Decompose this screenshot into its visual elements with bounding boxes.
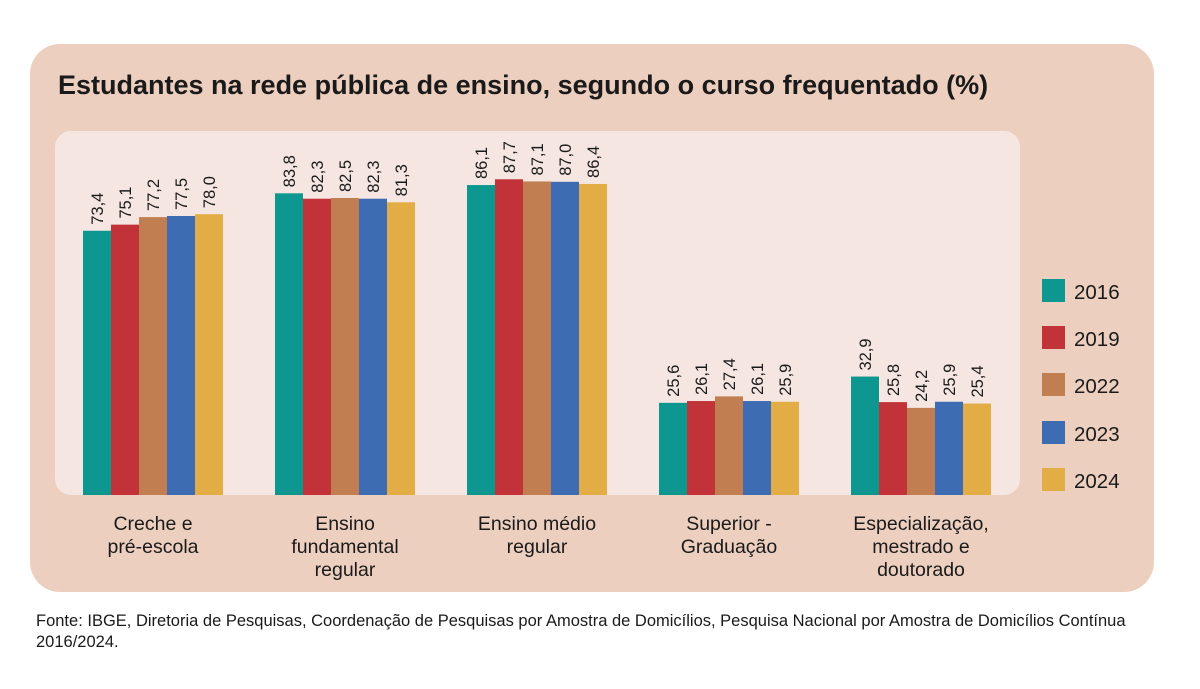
bar-2016-3: [467, 185, 495, 496]
data-label: 87,7: [501, 141, 519, 173]
data-label: 25,9: [777, 364, 795, 396]
bar-2019-4: [687, 401, 715, 495]
bar-2022-5: [907, 407, 935, 495]
bar-2019-5: [879, 402, 907, 495]
chart-title: Estudantes na rede pública de ensino, se…: [58, 70, 989, 100]
category-label: Ensino médio: [478, 513, 596, 535]
data-label: 83,8: [281, 155, 299, 187]
data-label: 86,4: [585, 146, 603, 178]
bar-2016-1: [83, 230, 111, 495]
bar-2023-2: [359, 198, 387, 495]
bar-2023-4: [743, 401, 771, 495]
data-label: 82,3: [309, 161, 327, 193]
bar-2023-3: [551, 181, 579, 496]
data-label: 27,4: [721, 358, 739, 390]
data-label: 26,1: [693, 363, 711, 395]
data-label: 77,5: [173, 178, 191, 210]
legend-swatch-2019: [1042, 326, 1065, 349]
category-label: Ensino: [315, 513, 375, 535]
source-note: Fonte: IBGE, Diretoria de Pesquisas, Coo…: [36, 612, 1126, 651]
bar-2024-5: [963, 403, 991, 495]
data-label: 86,1: [473, 147, 491, 179]
bar-2022-1: [139, 217, 167, 495]
legend-label: 2023: [1074, 423, 1120, 446]
bar-2023-5: [935, 401, 963, 495]
legend-swatch-2022: [1042, 373, 1065, 396]
data-label: 81,3: [393, 164, 411, 196]
legend-swatch-2016: [1042, 279, 1065, 302]
data-label: 32,9: [857, 338, 875, 370]
category-label: doutorado: [877, 559, 965, 581]
category-label: pré-escola: [107, 536, 198, 558]
data-label: 26,1: [749, 363, 767, 395]
legend-label: 2022: [1074, 375, 1120, 398]
data-label: 75,1: [117, 187, 135, 219]
bar-2024-1: [195, 214, 223, 495]
bar-2016-4: [659, 402, 687, 495]
category-label: Especialização,: [853, 513, 989, 535]
category-label: Graduação: [681, 536, 778, 558]
data-label: 24,2: [913, 370, 931, 402]
data-label: 25,9: [941, 364, 959, 396]
bar-2024-3: [579, 183, 607, 495]
bar-2019-3: [495, 179, 523, 495]
bar-2022-3: [523, 181, 551, 495]
category-label: Superior -: [686, 513, 772, 535]
data-label: 25,6: [665, 365, 683, 397]
data-label: 82,5: [337, 160, 355, 192]
legend-swatch-2024: [1042, 468, 1065, 491]
data-label: 87,1: [529, 143, 547, 175]
data-label: 73,4: [89, 193, 107, 225]
bar-2024-4: [771, 401, 799, 495]
bar-2019-2: [303, 198, 331, 495]
bar-2022-2: [331, 198, 359, 495]
bar-2019-1: [111, 224, 139, 495]
category-label: Creche e: [113, 513, 192, 535]
data-label: 82,3: [365, 161, 383, 193]
category-label: regular: [315, 559, 376, 581]
legend-swatch-2023: [1042, 421, 1065, 444]
legend-label: 2024: [1074, 470, 1120, 493]
legend-label: 2019: [1074, 328, 1120, 351]
legend-label: 2016: [1074, 281, 1120, 304]
data-label: 78,0: [201, 176, 219, 208]
bar-2023-1: [167, 216, 195, 495]
bar-2024-2: [387, 202, 415, 495]
data-label: 25,4: [969, 365, 987, 397]
bar-2022-4: [715, 396, 743, 495]
data-label: 77,2: [145, 179, 163, 211]
data-label: 87,0: [557, 144, 575, 176]
category-label: regular: [507, 536, 568, 558]
bar-2016-2: [275, 193, 303, 495]
category-label: mestrado e: [872, 536, 970, 558]
data-label: 25,8: [885, 364, 903, 396]
bar-2016-5: [851, 376, 879, 495]
category-label: fundamental: [291, 536, 398, 558]
